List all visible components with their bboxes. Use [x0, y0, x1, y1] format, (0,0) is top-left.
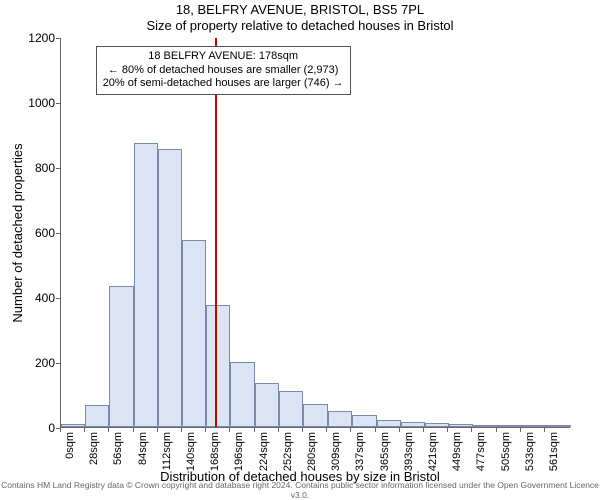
- histogram-bar: [473, 425, 497, 427]
- histogram-bar: [522, 425, 546, 427]
- histogram-bar: [279, 391, 303, 427]
- y-tick-mark: [56, 233, 60, 234]
- y-tick-mark: [56, 298, 60, 299]
- annotation-line3: 20% of semi-detached houses are larger (…: [103, 77, 344, 91]
- x-tick-mark: [133, 428, 134, 432]
- histogram-bar: [498, 425, 522, 427]
- histogram-bar: [449, 424, 473, 427]
- x-tick-mark: [544, 428, 545, 432]
- y-tick-mark: [56, 38, 60, 39]
- x-tick-mark: [254, 428, 255, 432]
- y-tick-label: 1000: [5, 96, 55, 110]
- x-tick-mark: [375, 428, 376, 432]
- x-tick-mark: [520, 428, 521, 432]
- x-tick-mark: [350, 428, 351, 432]
- annotation-line1: 18 BELFRY AVENUE: 178sqm: [103, 50, 344, 64]
- y-tick-mark: [56, 103, 60, 104]
- y-tick-label: 600: [5, 226, 55, 240]
- annotation-box: 18 BELFRY AVENUE: 178sqm ← 80% of detach…: [96, 46, 351, 95]
- y-tick-label: 400: [5, 291, 55, 305]
- histogram-bar: [377, 420, 401, 427]
- x-tick-mark: [496, 428, 497, 432]
- x-tick-mark: [108, 428, 109, 432]
- histogram-bar: [255, 383, 279, 427]
- histogram-bar: [182, 240, 206, 427]
- histogram-bar: [85, 405, 109, 427]
- histogram-bar: [401, 422, 425, 427]
- y-tick-label: 200: [5, 356, 55, 370]
- property-marker-line: [215, 38, 217, 427]
- y-tick-label: 1200: [5, 31, 55, 45]
- histogram-bar: [158, 149, 182, 427]
- y-tick-label: 800: [5, 161, 55, 175]
- x-tick-mark: [229, 428, 230, 432]
- x-tick-mark: [278, 428, 279, 432]
- histogram-bar: [230, 362, 254, 427]
- chart-title: 18, BELFRY AVENUE, BRISTOL, BS5 7PL: [0, 2, 600, 17]
- x-tick-mark: [181, 428, 182, 432]
- histogram-bar: [425, 423, 449, 427]
- y-tick-mark: [56, 168, 60, 169]
- histogram-bar: [109, 286, 133, 427]
- histogram-bar: [61, 424, 85, 427]
- y-tick-label: 0: [5, 421, 55, 435]
- histogram-bar: [352, 415, 376, 427]
- plot-area: [60, 38, 570, 428]
- x-tick-mark: [60, 428, 61, 432]
- x-tick-mark: [447, 428, 448, 432]
- y-tick-mark: [56, 363, 60, 364]
- attribution-text: Contains HM Land Registry data © Crown c…: [0, 480, 600, 500]
- annotation-line2: ← 80% of detached houses are smaller (2,…: [103, 64, 344, 78]
- x-tick-mark: [302, 428, 303, 432]
- x-tick-mark: [471, 428, 472, 432]
- histogram-bar: [303, 404, 328, 427]
- x-tick-mark: [399, 428, 400, 432]
- x-tick-mark: [205, 428, 206, 432]
- x-tick-mark: [423, 428, 424, 432]
- chart-subtitle: Size of property relative to detached ho…: [0, 18, 600, 33]
- x-tick-mark: [326, 428, 327, 432]
- x-tick-mark: [157, 428, 158, 432]
- x-tick-mark: [84, 428, 85, 432]
- histogram-bar: [206, 305, 230, 427]
- histogram-bar: [134, 143, 158, 427]
- histogram-bar: [328, 411, 352, 427]
- histogram-bar: [546, 425, 571, 427]
